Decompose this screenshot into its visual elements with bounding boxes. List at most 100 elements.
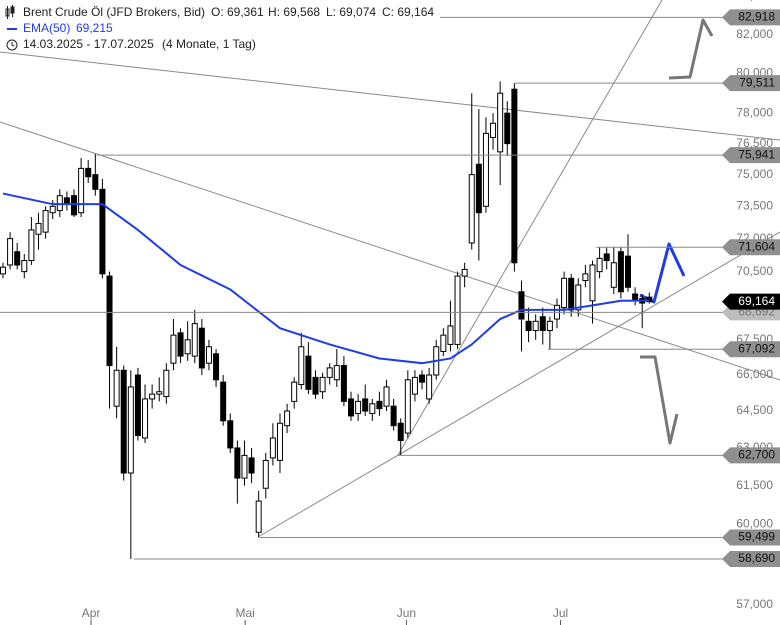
candle-body [7,238,14,266]
candle-body [475,163,482,214]
trend-line [0,121,780,381]
candle-body [426,374,433,400]
trend-line [0,51,780,141]
x-tick-label: Jun [397,606,416,620]
candle-body [411,376,418,395]
y-tick-label: 57,000 [736,597,773,611]
candle-body [582,273,589,282]
y-tick-label: 70,500 [736,264,773,278]
candle-body [461,268,468,277]
y-tick-label: 64,500 [736,403,773,417]
trend-line [397,0,663,456]
candle-body [518,291,525,320]
arrow-up [668,18,714,80]
level-box [722,239,780,256]
level-box-label: 71,604 [738,239,775,253]
candle-body [198,327,205,369]
clock-icon [6,39,18,51]
ohlc: L: 69,074 [326,5,376,19]
price-box-label: 69,164 [738,294,775,308]
candle-body [532,320,539,332]
period-detail: (4 Monate, 1 Tag) [162,37,256,51]
x-tick-label: Apr [82,606,101,620]
level-box-label: 59,499 [738,530,775,544]
candle-body [241,454,248,479]
candle-body [362,398,369,412]
candle-body [319,376,326,393]
candle-body [340,365,347,402]
candle-body [596,257,603,273]
candle-body [539,316,546,332]
candle-body [482,132,489,207]
candle-body [603,253,610,262]
candle-body [134,374,141,437]
candle-body [191,323,198,357]
candle-body [177,332,184,357]
y-tick-label: 84,000 [736,0,773,3]
trend-line [257,231,780,538]
candle-icon [5,5,15,19]
y-tick-label: 75,000 [736,167,773,181]
candle-body [454,275,461,345]
candle-body [568,277,575,311]
candle-body [42,210,49,233]
candle-body [546,320,553,332]
candle-body [170,334,177,364]
candle-body [49,205,56,214]
candle-body [419,374,426,383]
y-tick-label: 76,500 [736,136,773,150]
candle-body [0,266,6,275]
candle-body [255,500,262,533]
level-box [722,75,780,92]
candle-body [78,167,85,214]
candle-body [71,195,78,216]
candle-body [305,355,312,390]
x-tick-label: Jul [553,606,568,620]
candle-body [440,334,447,352]
y-tick-label: 78,000 [736,105,773,119]
candle-body [511,88,518,264]
drawings [0,0,780,538]
level-box [722,341,780,358]
ohlc: H: 69,568 [268,5,320,19]
level-box [722,9,780,26]
level-box-label: 67,092 [738,341,775,355]
candle-body [262,459,269,489]
candle-body [617,251,624,293]
candle-body [56,195,63,212]
candle-body [21,260,28,273]
header: Brent Crude Öl (JFD Brokers, Bid) O: 69,… [5,5,434,51]
candle-body [312,376,319,395]
candle-body [142,398,149,439]
candle-body [220,381,227,422]
candle-body [127,386,134,474]
y-tick-label: 60,000 [736,517,773,531]
candle-body [156,391,163,395]
candle-body [348,398,355,417]
candle-body [99,188,106,275]
candle-body [561,277,568,309]
candle-body [383,386,390,407]
candle-body [468,174,475,244]
candle-body [610,262,617,288]
plot [0,16,724,560]
candle-body [163,369,170,398]
price-box [722,293,780,310]
candle-body [269,437,276,459]
candle-body [504,112,511,145]
candle-body [213,353,220,381]
y-tick-label: 73,500 [736,198,773,212]
candle-body [35,222,42,235]
candle-body [369,403,376,414]
level-box [722,529,780,546]
candle-body [625,255,632,288]
ohlc: O: 69,361 [211,5,264,19]
candle-body [525,320,532,332]
candle-body [284,410,291,427]
candle-body [404,379,411,434]
title: Brent Crude Öl (JFD Brokers, Bid) [23,5,205,19]
candle-body [333,365,340,381]
level-box [722,447,780,464]
candle-body [248,457,255,474]
